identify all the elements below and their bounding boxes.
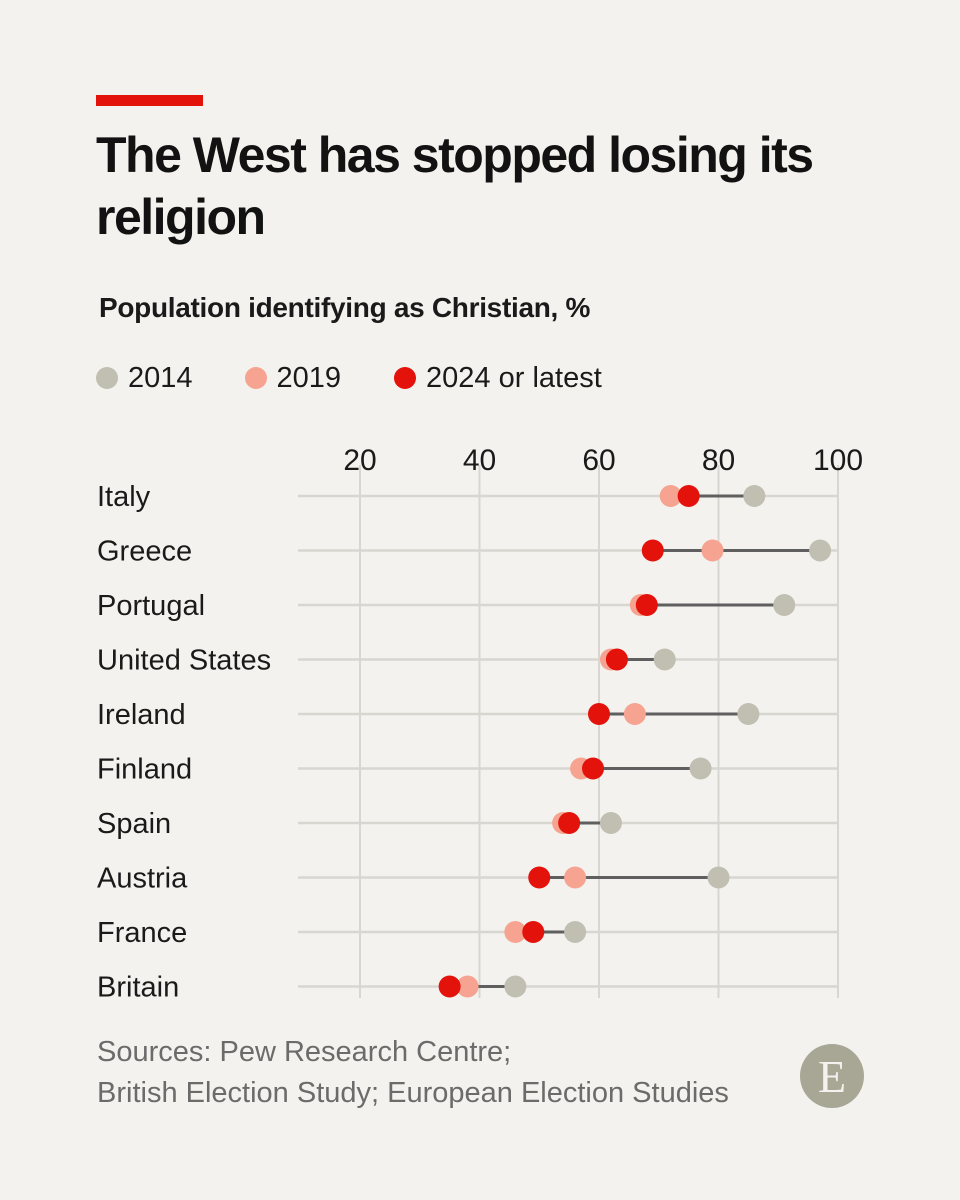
chart-title: The West has stopped losing its religion [96,127,814,245]
country-label: Ireland [97,699,186,731]
dot-2024 [635,594,658,616]
dot-2024 [558,812,581,834]
dot-2019 [564,866,587,889]
legend-dot-icon [394,367,417,389]
x-tick-label: 100 [813,444,863,477]
legend-item-2014: 2014 [96,362,193,395]
chart-subtitle: Population identifying as Christian, % [99,292,591,323]
dot-2024 [438,975,461,998]
country-label: Britain [97,972,179,1004]
country-label: United States [97,645,271,677]
dot-2014 [809,539,832,562]
legend: 2014 2019 2024 or latest [96,358,602,398]
dot-2024 [605,648,628,671]
dot-2014 [707,866,730,889]
dot-2024 [588,703,610,725]
country-label: Italy [97,481,151,513]
dot-2019 [456,975,479,998]
dot-2014 [564,921,587,943]
source-line-1: Sources: Pew Research Centre; [97,1036,512,1068]
country-label: Austria [97,863,188,895]
dot-2024 [641,539,664,562]
dot-2024 [522,921,545,943]
economist-logo: E [800,1044,864,1108]
x-tick-label: 40 [463,444,496,477]
x-tick-label: 20 [343,444,376,477]
legend-label: 2014 [128,361,193,394]
accent-bar [96,95,203,106]
legend-item-2019: 2019 [244,361,342,395]
source-note: Sources: Pew Research Centre; British El… [97,1032,729,1114]
dot-2024 [677,485,700,507]
country-label: France [97,917,187,949]
dot-2019 [701,539,724,562]
dot-2014 [737,703,760,725]
dot-plot-chart: 20 40 60 80 100 Italy Greece Portugal United Sta… [97,444,863,1004]
dot-2014 [689,757,712,780]
country-label: Finland [97,754,192,786]
dot-2014 [743,485,766,507]
legend-item-2024: 2024 or latest [394,362,602,395]
dot-2019 [659,485,682,507]
country-label: Portugal [97,590,205,622]
country-label: Greece [97,536,192,568]
legend-dot-icon [96,367,118,389]
source-line-2: British Election Study; European Electio… [97,1077,729,1109]
legend-label: 2019 [276,361,342,394]
country-label: Spain [97,808,171,840]
dot-2024 [528,866,551,889]
dot-2014 [599,812,622,834]
dot-2024 [582,757,605,780]
dot-2014 [653,648,676,671]
x-tick-label: 80 [702,444,735,477]
dot-2019 [623,703,646,725]
x-tick-label: 60 [582,444,615,477]
dot-2019 [504,921,527,943]
legend-dot-icon [244,367,267,389]
legend-label: 2024 or latest [426,361,602,394]
dot-2014 [773,594,796,616]
dot-2014 [504,975,527,998]
